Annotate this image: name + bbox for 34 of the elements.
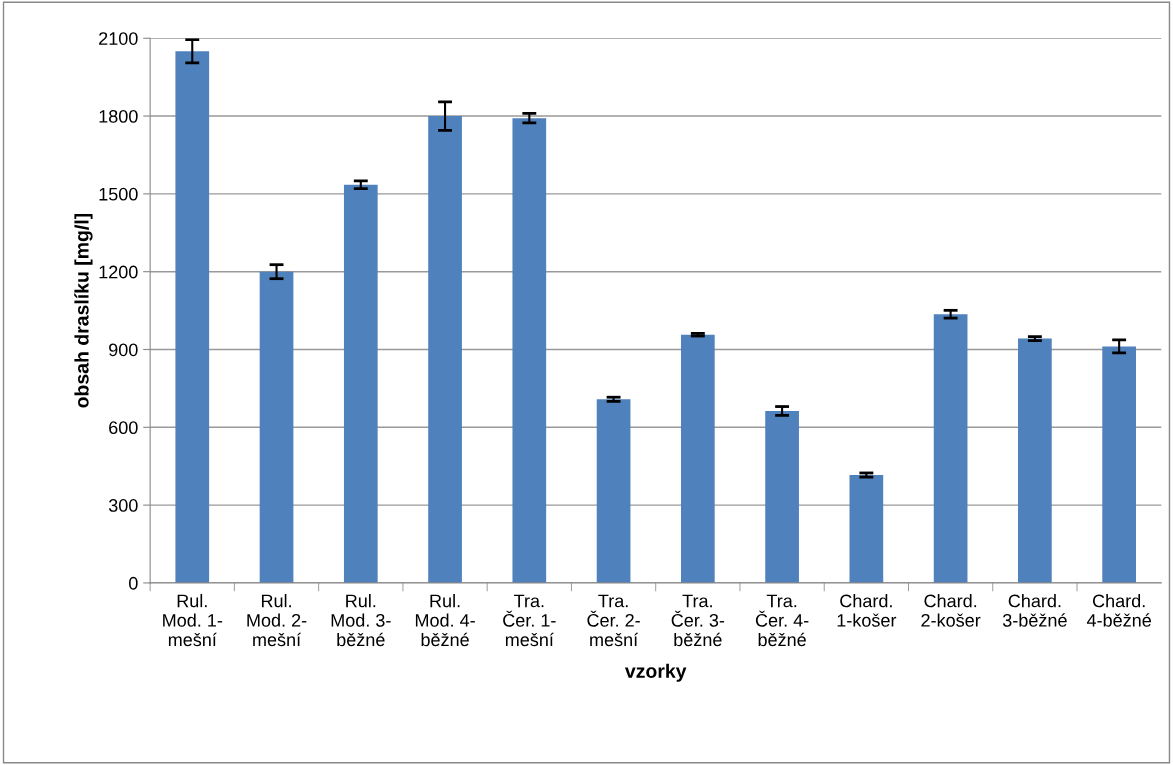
bar [1102, 346, 1136, 583]
y-tick-label: 0 [129, 576, 138, 590]
bar [680, 334, 715, 583]
x-tick-label: Chard. 4-běžné [1086, 594, 1151, 627]
x-tick-label: Chard. 3-běžné [1002, 594, 1067, 627]
bar [343, 184, 378, 583]
y-tick-label: 900 [109, 343, 138, 357]
x-tick-label: Rul. Mod. 3- běžné [331, 594, 391, 647]
bar [259, 271, 294, 583]
bar [428, 116, 462, 583]
x-tick-label: Tra. Čer. 3- běžné [671, 594, 725, 647]
x-tick-label: Tra. Čer. 4- běžné [755, 594, 809, 647]
bar [596, 399, 631, 583]
x-tick-label: Tra. Čer. 2- mešní [587, 594, 640, 647]
x-tick-label: Chard. 1-košer [837, 594, 897, 627]
y-tick-label: 1500 [99, 187, 138, 201]
y-tick-label: 2100 [99, 32, 138, 45]
x-tick-label: Rul. Mod. 1- mešní [163, 594, 223, 647]
x-tick-label: Rul. Mod. 2- mešní [247, 594, 307, 647]
x-tick-label: Rul. Mod. 4- běžné [415, 594, 475, 647]
y-tick-label: 300 [108, 499, 138, 512]
y-tick-label: 600 [109, 421, 138, 435]
bar [849, 475, 884, 583]
bar [933, 314, 968, 583]
y-tick-label: 1200 [99, 265, 138, 279]
bar [765, 410, 799, 583]
bar [512, 118, 547, 583]
bar [1018, 338, 1052, 583]
bar [175, 51, 210, 583]
y-tick-label: 1800 [99, 110, 138, 123]
x-tick-label: Tra. Čer. 1- mešní [503, 594, 556, 647]
y-axis-title: obsah draslíku [mg/l] [74, 213, 93, 408]
x-tick-label: Chard. 2-košer [921, 594, 981, 627]
x-axis-title: vzorky [624, 663, 687, 682]
